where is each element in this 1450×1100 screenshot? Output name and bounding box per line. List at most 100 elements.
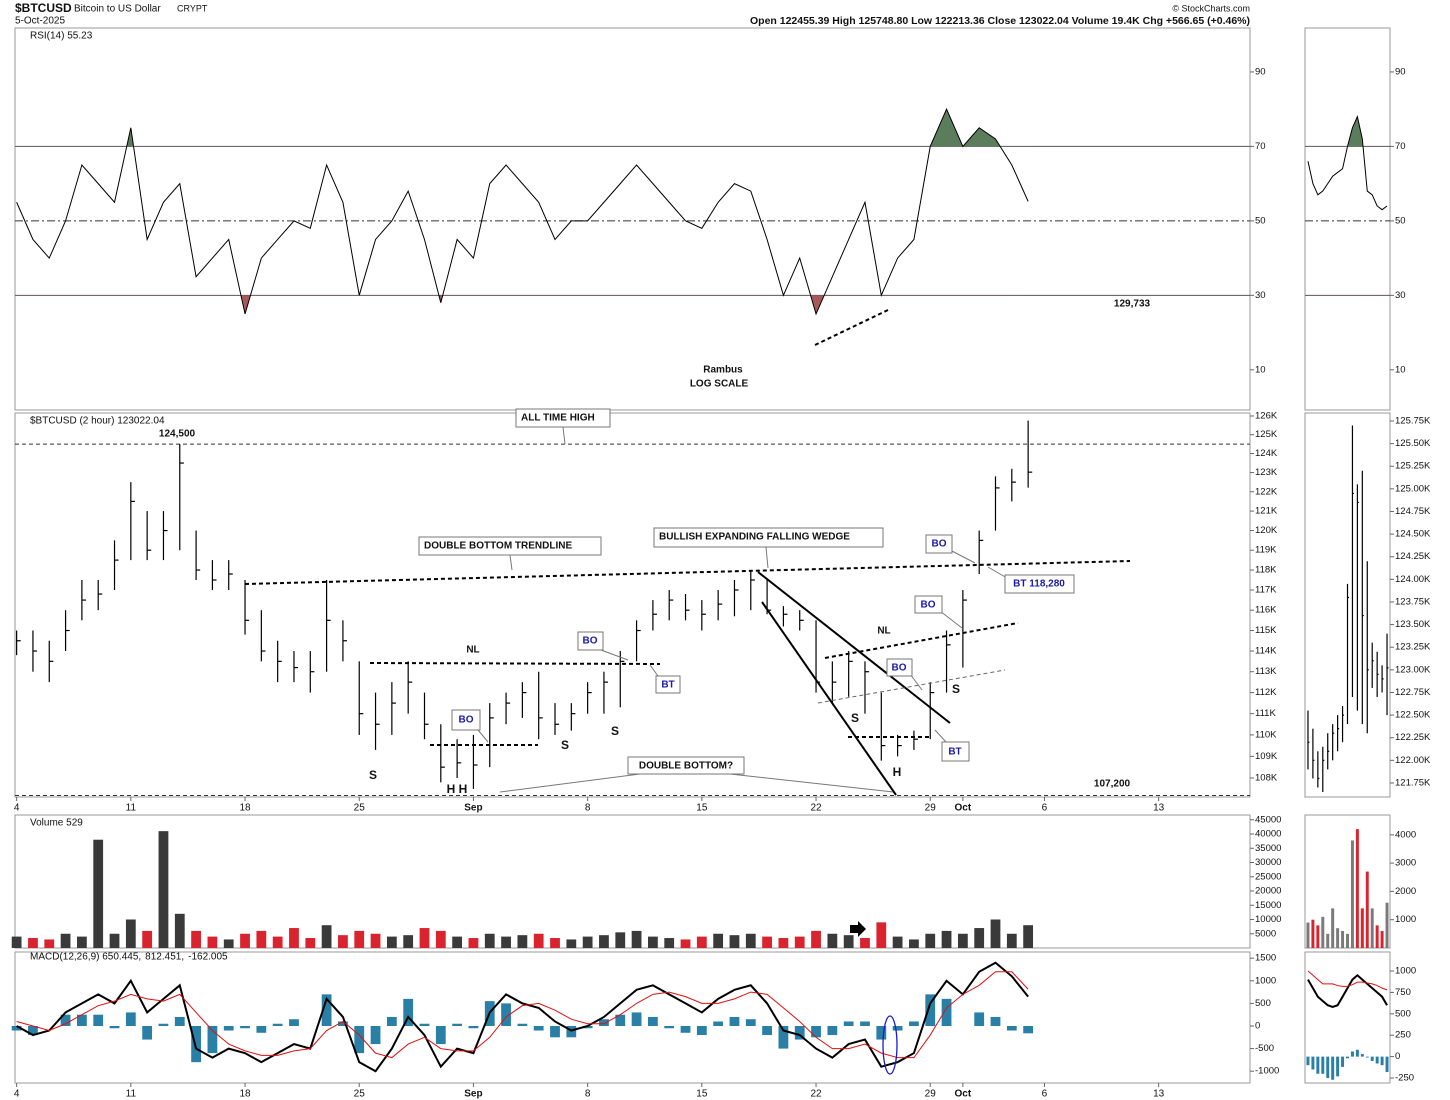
y-tick-label: 123.25K	[1395, 642, 1431, 653]
volume-bar	[207, 936, 218, 948]
y-tick-label: 3000	[1395, 858, 1416, 869]
volume-bar	[1306, 922, 1310, 948]
histogram-bar	[680, 1025, 691, 1033]
histogram-bar	[892, 1025, 903, 1031]
histogram-bar	[631, 1012, 642, 1026]
volume-bar	[729, 935, 740, 948]
y-tick-label: 123K	[1255, 467, 1278, 478]
y-tick-label: 108K	[1255, 773, 1278, 784]
histogram-bar	[240, 1025, 250, 1029]
y-tick-label: 40000	[1255, 829, 1281, 840]
y-tick-label: 0	[1395, 1051, 1400, 1062]
panel-frame	[1304, 27, 1391, 411]
y-tick-label: 30	[1395, 290, 1406, 301]
y-tick-label: 115K	[1255, 625, 1277, 636]
histogram-bar	[403, 998, 414, 1026]
y-tick-label: 125.50K	[1395, 438, 1431, 449]
volume-bar	[631, 930, 642, 948]
neckline	[369, 662, 661, 665]
volume-bar	[599, 935, 609, 948]
volume-bar	[125, 919, 136, 948]
volume-bar	[1321, 916, 1325, 948]
volume-bar	[28, 938, 38, 948]
y-tick-label: 118K	[1255, 565, 1277, 576]
histogram-bar	[1346, 1056, 1349, 1059]
callout-box	[627, 756, 745, 775]
volume-bar	[240, 933, 250, 948]
histogram-bar	[419, 1023, 430, 1026]
y-tick-label: 250	[1395, 1030, 1411, 1041]
rsi-line	[1307, 115, 1388, 211]
histogram-bar	[370, 1025, 381, 1045]
volume-bar	[1355, 829, 1359, 948]
volume-bar	[109, 933, 120, 948]
x-tick-label: 11	[126, 803, 137, 814]
y-tick-label: 10000	[1255, 914, 1281, 925]
volume-bar	[1023, 925, 1034, 948]
callout: DOUBLE BOTTOM TRENDLINE	[418, 536, 602, 571]
y-tick-label: 122.00K	[1395, 755, 1431, 766]
y-tick-label: 125.75K	[1395, 415, 1431, 426]
signal-line	[16, 971, 1029, 1059]
histogram-bar	[125, 1012, 136, 1026]
histogram-bar	[582, 1025, 593, 1029]
volume-bar	[191, 930, 201, 948]
volume-bar	[811, 930, 821, 948]
callout-box	[925, 534, 953, 554]
callout: BO	[451, 709, 489, 743]
histogram-bar	[1326, 1056, 1330, 1079]
y-tick-label: -500	[1255, 1043, 1274, 1054]
instrument-name: Bitcoin to US Dollar	[74, 4, 161, 15]
annotation: S	[561, 738, 569, 752]
y-tick-label: 126K	[1255, 410, 1278, 421]
volume-bar	[305, 938, 316, 948]
histogram-bar	[501, 1003, 511, 1026]
volume-bar	[256, 930, 267, 948]
x-tick-label: 15	[696, 1089, 708, 1100]
volume-bar	[1331, 908, 1335, 948]
volume-bar	[778, 938, 789, 948]
callout: BT	[649, 664, 681, 694]
volume-bar	[354, 930, 365, 948]
annotation: BULLISH EXPANDING FALLING WEDGE	[659, 532, 850, 543]
volume-bar	[550, 938, 560, 948]
y-tick-label: 750	[1395, 987, 1411, 998]
annotation: BO	[932, 539, 947, 550]
annotation: BT	[948, 747, 961, 758]
volume-bar	[762, 936, 772, 948]
panel-legend: Volume 529	[30, 818, 83, 829]
y-tick-label: 122.25K	[1395, 732, 1431, 743]
callout-box	[914, 595, 943, 614]
y-tick-label: 113K	[1255, 666, 1277, 677]
volume-bar	[843, 935, 854, 948]
annotation: NL	[466, 645, 479, 656]
y-tick-label: 110K	[1255, 729, 1277, 740]
histogram-bar	[435, 1025, 446, 1045]
y-tick-label: 10	[1395, 364, 1406, 375]
volume-bar	[44, 939, 55, 948]
y-tick-label: 70	[1255, 141, 1266, 152]
y-tick-label: 1000	[1395, 966, 1416, 977]
y-tick-label: 5000	[1255, 928, 1276, 939]
volume-bar	[794, 936, 805, 948]
volume-bar	[1360, 908, 1364, 948]
volume-bar	[223, 939, 234, 948]
panel-legend: RSI(14) 55.23	[30, 31, 93, 42]
histogram-bar	[696, 1025, 707, 1036]
y-tick-label: 30	[1255, 290, 1266, 301]
volume-bar	[435, 930, 446, 948]
macd-line	[16, 961, 1029, 1073]
histogram-bar	[1321, 1056, 1325, 1074]
annotation: S	[952, 682, 960, 696]
y-tick-label: 1000	[1255, 975, 1276, 986]
volume-bar	[452, 936, 463, 948]
annotation: 129,733	[1114, 299, 1151, 310]
y-tick-label: 124.75K	[1395, 506, 1431, 517]
y-tick-label: 35000	[1255, 843, 1281, 854]
volume-bar	[76, 936, 87, 948]
annotation: BT 118,280	[1013, 579, 1065, 590]
volume-bar	[696, 936, 707, 948]
panel-legend: $BTCUSD (2 hour) 123022.04	[30, 416, 165, 427]
histogram-bar	[338, 1021, 348, 1026]
